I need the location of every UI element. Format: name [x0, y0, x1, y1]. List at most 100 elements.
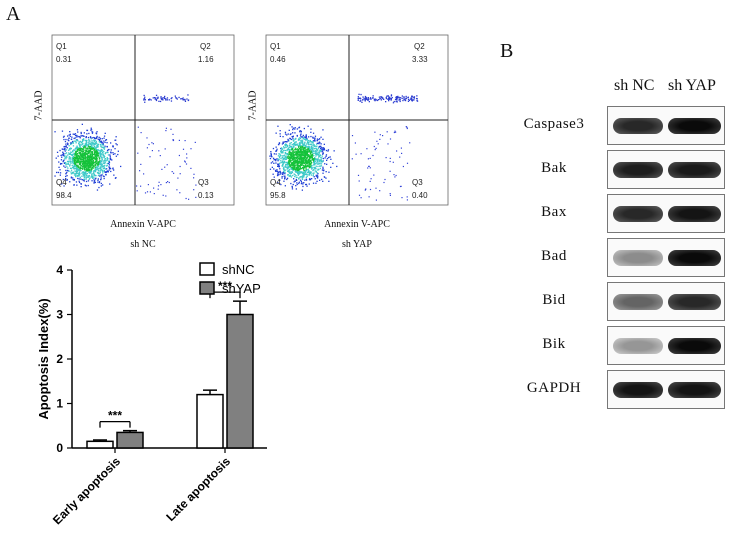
flow-event-dot [184, 140, 186, 142]
flow-event-dot [64, 161, 67, 164]
flow-event-dot [70, 167, 72, 169]
flow-event-dot [75, 158, 77, 160]
flow-event-dot [314, 135, 317, 137]
flow-event-dot [86, 176, 88, 178]
flow-event-dot [299, 163, 302, 165]
flow-event-dot [308, 183, 310, 185]
flow-event-dot [290, 167, 292, 169]
flow-event-dot [313, 162, 315, 165]
flow-event-dot [307, 158, 309, 161]
flow-event-dot [76, 154, 78, 156]
flow-event-dot [286, 156, 289, 158]
flow-event-dot [312, 144, 314, 146]
flow-event-dot [65, 149, 68, 151]
flow-event-dot [80, 131, 82, 134]
flow-event-dot [94, 178, 97, 180]
flow-event-dot [328, 156, 330, 159]
flow-event-dot [96, 137, 98, 139]
flow-event-dot [81, 148, 84, 151]
flow-event-dot [315, 182, 317, 184]
flow-event-dot [379, 190, 381, 192]
flow-event-dot [307, 140, 310, 142]
flow-event-dot [289, 137, 291, 139]
flow-event-dot [77, 161, 80, 163]
flow-event-dot [84, 166, 86, 168]
flow-event-dot [80, 164, 82, 166]
flow-event-dot [296, 167, 298, 169]
blot-band-box [607, 238, 725, 277]
flow-event-dot [61, 154, 63, 156]
flow-event-dot [393, 100, 395, 103]
flow-event-dot [75, 172, 78, 175]
flow-event-dot [90, 149, 92, 151]
quadrant-value: 1.16 [198, 55, 214, 64]
flow-event-dot [80, 186, 82, 188]
flow-event-dot [291, 144, 293, 146]
flow-event-dot [82, 148, 85, 150]
flow-event-dot [279, 168, 281, 170]
flow-event-dot [96, 155, 98, 157]
flow-event-dot [56, 151, 59, 153]
flow-event-dot [303, 127, 305, 130]
flow-event-dot [293, 150, 295, 152]
flow-event-dot [108, 160, 110, 162]
flow-event-dot [284, 171, 286, 173]
flow-event-dot [181, 98, 183, 100]
flow-event-dot [288, 146, 290, 149]
flow-event-dot [298, 160, 300, 162]
flow-event-dot [380, 97, 382, 100]
flow-event-dot [367, 99, 369, 101]
flow-event-dot [83, 171, 85, 173]
flow-event-dot [374, 131, 376, 133]
flow-event-dot [304, 156, 306, 158]
flow-event-dot [72, 159, 74, 162]
flow-event-dot [299, 158, 301, 161]
flow-event-dot [99, 160, 102, 162]
flow-event-dot [149, 191, 151, 193]
flow-event-dot [64, 148, 66, 150]
flow-event-dot [287, 171, 290, 173]
flow-event-dot [76, 169, 78, 171]
flow-event-dot [93, 157, 95, 160]
flow-event-dot [67, 135, 69, 137]
flow-event-dot [325, 154, 328, 156]
flow-event-dot [317, 165, 319, 168]
flow-event-dot [78, 171, 81, 173]
flow-event-dot [394, 98, 397, 101]
flow-event-dot [309, 178, 311, 180]
flow-event-dot [76, 159, 78, 161]
flow-event-dot [89, 154, 91, 156]
flow-event-dot [91, 148, 93, 150]
flow-event-dot [297, 162, 299, 164]
flow-event-dot [90, 127, 92, 129]
flow-event-dot [376, 99, 379, 102]
flow-event-dot [88, 167, 90, 169]
flow-event-dot [294, 159, 296, 162]
flow-event-dot [309, 155, 311, 157]
flow-event-dot [85, 163, 87, 165]
flow-event-dot [91, 140, 93, 142]
flow-event-dot [302, 150, 304, 153]
flow-event-dot [80, 158, 82, 161]
flow-event-dot [269, 168, 272, 170]
flow-event-dot [140, 132, 142, 134]
flow-event-dot [73, 156, 76, 159]
y-tick-label: 0 [56, 441, 63, 455]
flow-event-dot [292, 157, 294, 160]
flow-event-dot [91, 173, 93, 176]
quadrant-name: Q3 [198, 178, 209, 187]
flow-event-dot [314, 164, 316, 166]
flow-event-dot [308, 136, 310, 138]
flow-event-dot [92, 176, 94, 178]
flow-event-dot [101, 142, 103, 144]
flow-event-dot [98, 141, 100, 143]
flow-event-dot [159, 100, 162, 103]
flow-event-dot [276, 148, 278, 150]
flow-event-dot [66, 178, 68, 181]
flow-event-dot [77, 158, 79, 160]
flow-event-dot [96, 158, 98, 160]
quadrant-value: 0.46 [270, 55, 286, 64]
flow-event-dot [70, 158, 72, 160]
flow-event-dot [283, 146, 285, 148]
flow-event-dot [75, 181, 78, 183]
